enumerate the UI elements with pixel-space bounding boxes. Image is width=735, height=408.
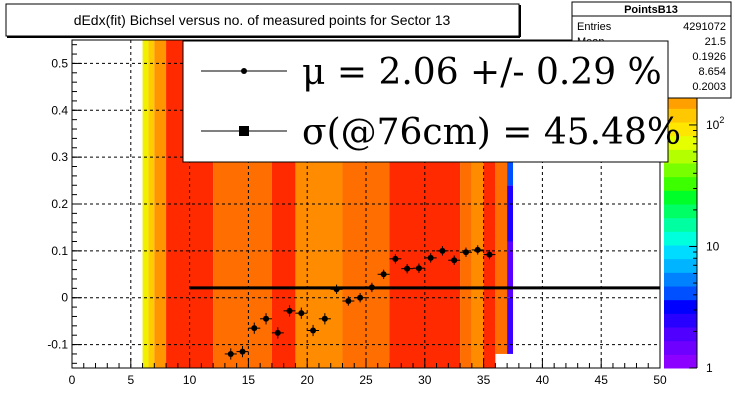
- palette-band: [664, 286, 697, 301]
- palette-band: [664, 190, 697, 205]
- palette-band: [664, 272, 697, 287]
- data-point: [333, 286, 340, 293]
- palette-band: [664, 149, 697, 164]
- palette-band: [664, 135, 697, 150]
- palette-band: [664, 340, 697, 355]
- data-point: [368, 284, 375, 291]
- data-point: [321, 315, 328, 322]
- x-tick-label: 50: [653, 373, 667, 387]
- x-tick-label: 0: [69, 373, 76, 387]
- heatmap-cell: [471, 40, 484, 368]
- x-tick-label: 30: [418, 373, 432, 387]
- x-tick-label: 15: [242, 373, 256, 387]
- y-tick-label: 0.4: [51, 103, 68, 117]
- data-point: [415, 265, 422, 272]
- heatmap-cell: [460, 40, 472, 368]
- stats-row-value: 8.654: [698, 66, 726, 78]
- data-point: [251, 325, 258, 332]
- data-point: [380, 271, 387, 278]
- y-tick-label: 0.3: [51, 150, 68, 164]
- heatmap-cell: [495, 250, 508, 354]
- axes: 0 5 10 15 20 25 30 35 40 45 50 -0.1 0 0.1 0.2 0.3 0.4 0.5: [47, 39, 667, 387]
- legend: μ = 2.06 +/- 0.29 % σ(@76cm) = 45.48%: [182, 40, 681, 163]
- x-tick-label: 5: [127, 373, 134, 387]
- stats-row-value: 0.1926: [692, 51, 726, 63]
- x-tick-label: 25: [359, 373, 373, 387]
- data-point: [310, 327, 317, 334]
- palette-band: [664, 299, 697, 314]
- data-point: [263, 315, 270, 322]
- palette-tick-label: 102: [706, 115, 724, 132]
- data-point: [451, 257, 458, 264]
- heatmap-cell: [483, 40, 496, 368]
- palette-band: [664, 217, 697, 232]
- stats-row-value: 0.2003: [692, 81, 726, 93]
- x-tick-label: 45: [595, 373, 609, 387]
- legend-entry-sigma: σ(@76cm) = 45.48%: [302, 112, 681, 153]
- data-point: [392, 255, 399, 262]
- heatmap-cell: [507, 241, 513, 298]
- data-point: [486, 251, 493, 258]
- legend-marker-square: [239, 126, 249, 136]
- palette-tick-label: 1: [706, 361, 713, 375]
- data-point: [439, 247, 446, 254]
- heatmap-cell: [507, 185, 513, 242]
- legend-frame: [182, 40, 669, 163]
- data-point: [357, 294, 364, 301]
- data-point: [274, 329, 281, 336]
- heatmap-cell: [507, 297, 513, 354]
- palette-band: [664, 327, 697, 342]
- y-tick-label: 0: [61, 291, 68, 305]
- palette-band: [664, 313, 697, 328]
- palette-band: [664, 204, 697, 219]
- y-tick-label: 0.1: [51, 244, 68, 258]
- y-tick-label: 0.2: [51, 197, 68, 211]
- data-point: [345, 297, 352, 304]
- data-point: [462, 249, 469, 256]
- data-point: [427, 254, 434, 261]
- x-tick-label: 20: [301, 373, 315, 387]
- palette-band: [664, 354, 697, 369]
- heatmap-cell: [154, 40, 167, 368]
- x-tick-label: 10: [183, 373, 197, 387]
- y-tick-label: 0.5: [51, 56, 68, 70]
- palette-band: [664, 163, 697, 178]
- legend-marker-circle: [241, 68, 247, 74]
- stats-row-label: Entries: [577, 21, 612, 33]
- stats-row-value: 4291072: [683, 21, 726, 33]
- data-point: [239, 348, 246, 355]
- stats-row-value: 21.5: [705, 36, 726, 48]
- stats-box-name: PointsB13: [624, 4, 678, 16]
- chart-title: dEdx(fit) Bichsel versus no. of measured…: [74, 12, 451, 28]
- palette-band: [664, 245, 697, 260]
- palette-band: [664, 122, 697, 137]
- data-point: [474, 246, 481, 253]
- palette-band: [664, 108, 697, 123]
- data-point: [286, 307, 293, 314]
- palette-band: [664, 231, 697, 246]
- legend-entry-mu: μ = 2.06 +/- 0.29 %: [302, 52, 662, 93]
- x-tick-label: 35: [477, 373, 491, 387]
- data-point: [298, 310, 305, 317]
- x-tick-label: 40: [536, 373, 550, 387]
- palette-band: [664, 176, 697, 191]
- palette-band: [664, 258, 697, 273]
- palette-tick-exponent: 2: [719, 115, 724, 125]
- palette-tick-label: 10: [706, 239, 720, 253]
- data-point: [404, 265, 411, 272]
- data-point: [227, 350, 234, 357]
- y-tick-label: -0.1: [47, 338, 68, 352]
- data-points: [224, 245, 496, 360]
